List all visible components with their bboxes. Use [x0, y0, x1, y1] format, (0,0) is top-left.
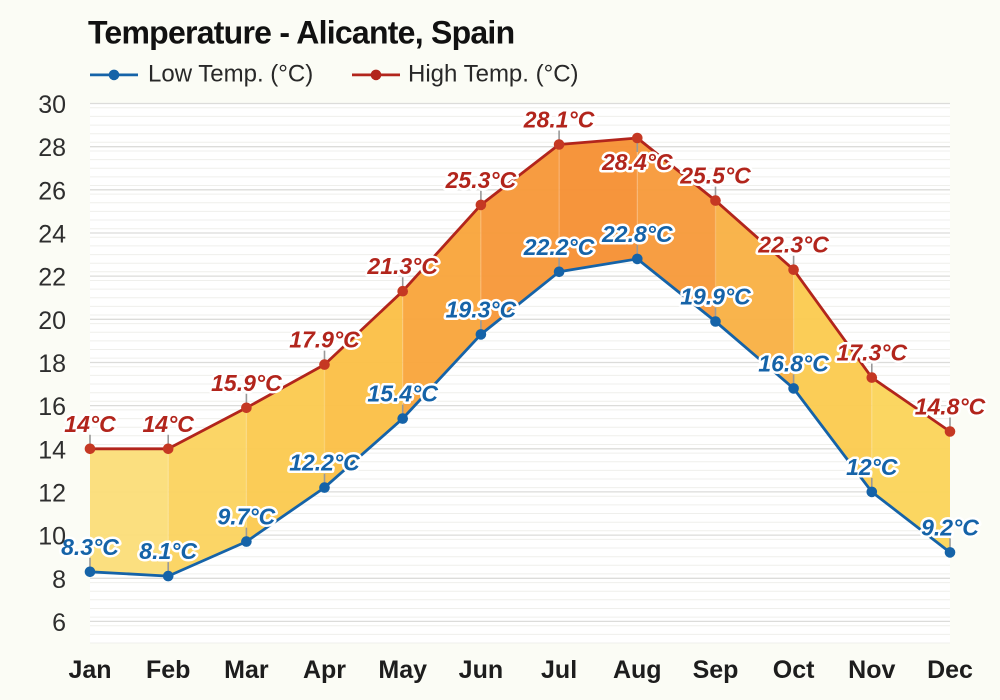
- svg-text:15.9°C: 15.9°C: [211, 370, 282, 396]
- svg-text:14.8°C: 14.8°C: [915, 394, 986, 420]
- svg-text:24: 24: [38, 221, 66, 249]
- svg-text:Jun: Jun: [459, 656, 503, 684]
- svg-text:Jul: Jul: [541, 656, 577, 684]
- svg-text:12.2°C: 12.2°C: [289, 450, 360, 476]
- svg-text:25.3°C: 25.3°C: [445, 167, 517, 193]
- svg-text:16: 16: [38, 393, 66, 421]
- svg-text:25.5°C: 25.5°C: [679, 163, 751, 189]
- svg-text:Oct: Oct: [773, 656, 815, 684]
- svg-text:30: 30: [38, 91, 66, 119]
- svg-text:Temperature - Alicante, Spain: Temperature - Alicante, Spain: [88, 15, 514, 51]
- svg-text:Feb: Feb: [146, 656, 190, 684]
- svg-text:17.9°C: 17.9°C: [289, 327, 360, 353]
- svg-text:20: 20: [38, 307, 66, 335]
- svg-text:12°C: 12°C: [846, 454, 898, 480]
- svg-text:6: 6: [52, 609, 66, 637]
- svg-text:28.4°C: 28.4°C: [601, 149, 673, 175]
- svg-text:16.8°C: 16.8°C: [758, 350, 829, 376]
- svg-text:14°C: 14°C: [143, 411, 195, 437]
- svg-text:22.2°C: 22.2°C: [523, 234, 595, 260]
- svg-text:18: 18: [38, 350, 66, 378]
- svg-text:Jan: Jan: [68, 656, 111, 684]
- svg-text:22: 22: [38, 264, 66, 292]
- svg-text:May: May: [378, 656, 427, 684]
- svg-text:28.1°C: 28.1°C: [523, 107, 595, 133]
- svg-text:22.3°C: 22.3°C: [757, 232, 829, 258]
- svg-text:26: 26: [38, 177, 66, 205]
- svg-text:10: 10: [38, 523, 66, 551]
- svg-text:14: 14: [38, 436, 66, 464]
- svg-text:17.3°C: 17.3°C: [837, 340, 908, 366]
- svg-text:Aug: Aug: [613, 656, 662, 684]
- svg-text:9.2°C: 9.2°C: [921, 514, 979, 540]
- svg-text:15.4°C: 15.4°C: [367, 381, 438, 407]
- svg-text:Low Temp. (°C): Low Temp. (°C): [148, 61, 313, 88]
- svg-text:8.3°C: 8.3°C: [61, 534, 119, 560]
- svg-text:Sep: Sep: [693, 656, 739, 684]
- svg-text:High Temp. (°C): High Temp. (°C): [408, 61, 579, 88]
- svg-text:14°C: 14°C: [64, 411, 116, 437]
- svg-text:8: 8: [52, 566, 66, 594]
- svg-text:Dec: Dec: [927, 656, 973, 684]
- svg-text:21.3°C: 21.3°C: [366, 253, 438, 279]
- svg-text:Mar: Mar: [224, 656, 269, 684]
- svg-text:Apr: Apr: [303, 656, 346, 684]
- svg-text:28: 28: [38, 134, 66, 162]
- svg-text:19.9°C: 19.9°C: [680, 284, 751, 310]
- svg-text:12: 12: [38, 479, 66, 507]
- svg-text:Nov: Nov: [848, 656, 895, 684]
- svg-text:9.7°C: 9.7°C: [218, 504, 276, 530]
- svg-text:8.1°C: 8.1°C: [139, 538, 197, 564]
- svg-text:19.3°C: 19.3°C: [446, 296, 517, 322]
- svg-text:22.8°C: 22.8°C: [601, 221, 673, 247]
